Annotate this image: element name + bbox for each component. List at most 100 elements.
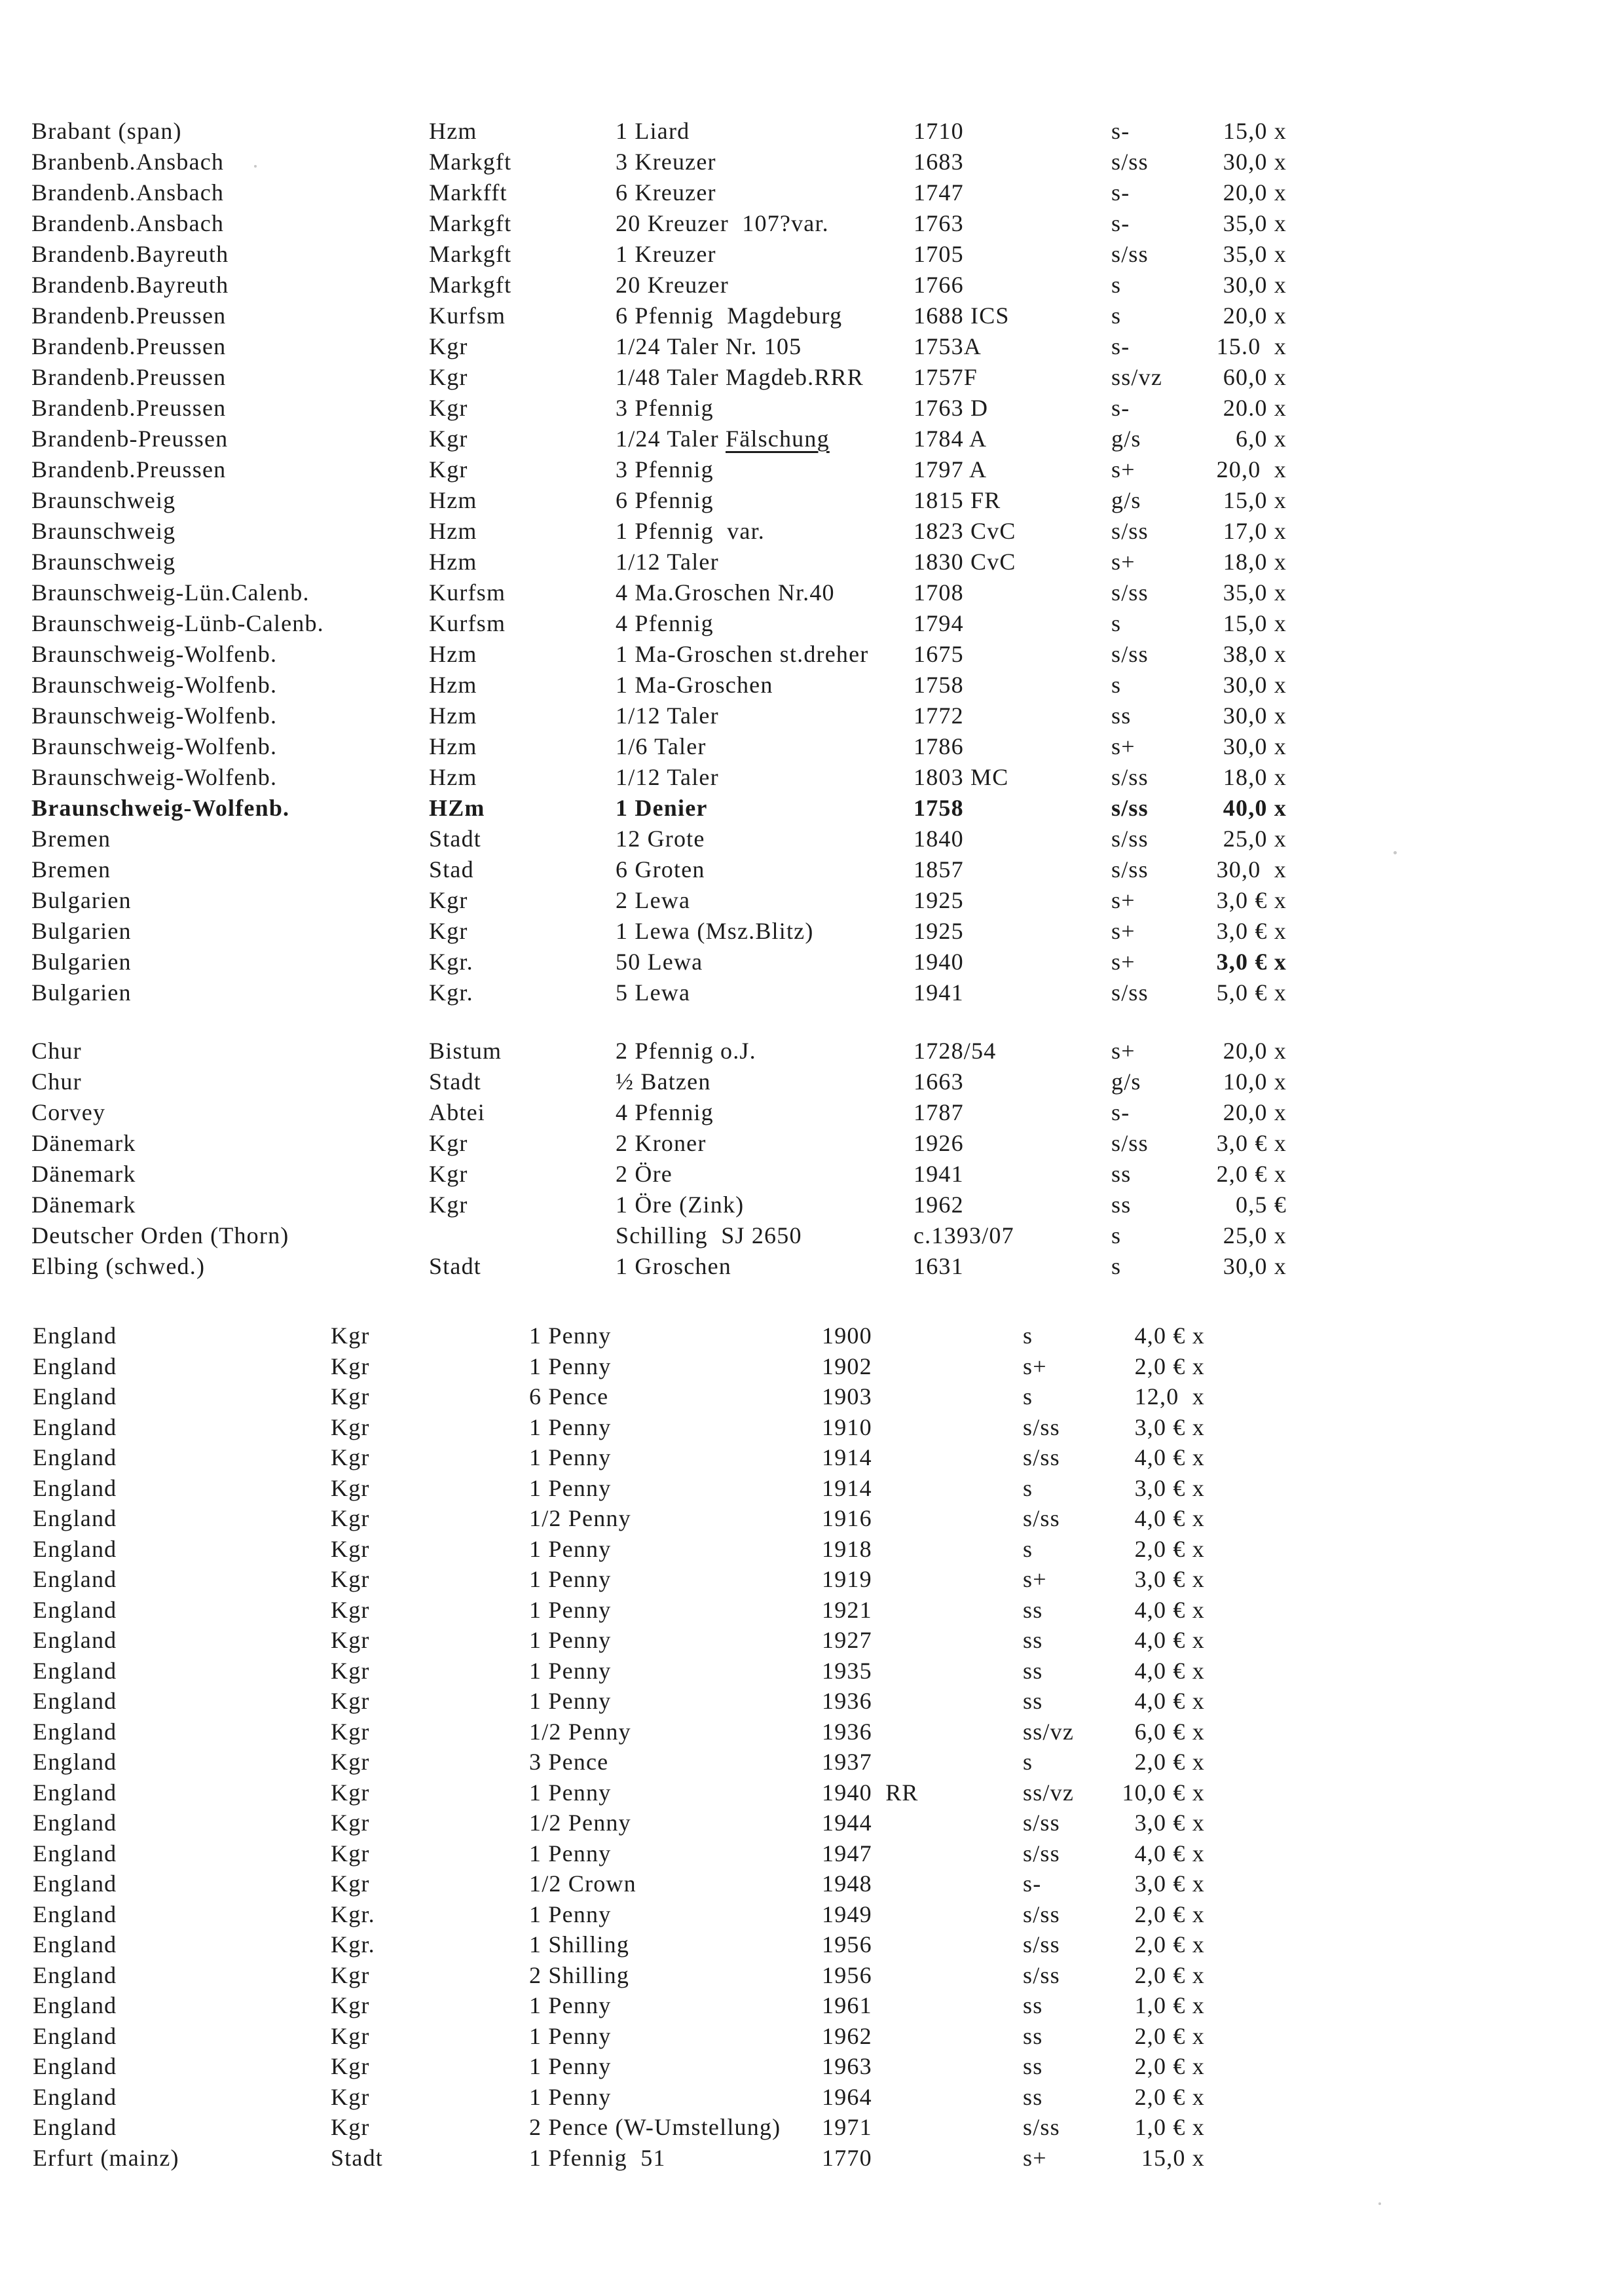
region-cell: Brandenb.Ansbach <box>31 210 225 236</box>
denomination-cell: 1/24 Taler Nr. 105 <box>616 333 802 359</box>
denomination-cell: 3 Kreuzer <box>616 149 716 175</box>
title-cell: Kgr <box>429 1161 468 1187</box>
price-cell: 40,0 x <box>1223 795 1287 821</box>
coin-row: Deutscher Orden (Thorn) Schilling SJ 2650… <box>0 1220 1624 1251</box>
denomination-cell: 6 Pfennig <box>616 487 714 513</box>
condition-cell: s+ <box>1023 1566 1047 1592</box>
coin-row: Braunschweig Hzm 1 Pfennig var. 1823 CvC s/s… <box>0 516 1624 547</box>
title-cell: Abtei <box>429 1099 485 1125</box>
condition-cell: s/ss <box>1023 1901 1060 1927</box>
condition-cell: s <box>1023 1749 1033 1775</box>
title-cell: Kgr <box>429 456 468 483</box>
title-cell: Kgr. <box>429 979 473 1006</box>
price-cell: 4,0 € x <box>1134 1657 1205 1684</box>
condition-cell: ss/vz <box>1111 364 1162 390</box>
title-cell: Hzm <box>429 487 477 513</box>
coin-row: Brandenb.Ansbach Markgft 20 Kreuzer 107?va… <box>0 208 1624 239</box>
year-cell: 1728/54 <box>913 1038 997 1064</box>
region-cell: Bulgarien <box>31 887 132 913</box>
price-cell: 6,0 € x <box>1134 1718 1205 1745</box>
coin-row: England Kgr 1 Penny 1918 s 2,0 € x <box>0 1534 1624 1565</box>
year-cell: 1964 <box>822 2083 872 2110</box>
denomination-cell: 3 Pence <box>529 1749 609 1775</box>
price-cell: 3,0 € x <box>1134 1413 1205 1440</box>
condition-cell: s/ss <box>1111 241 1149 267</box>
coin-row: England Kgr 1 Penny 1900 s 4,0 € x <box>0 1321 1624 1351</box>
title-cell: Kgr <box>331 1505 370 1531</box>
coin-row: England Kgr 1 Penny 1914 s 3,0 € x <box>0 1473 1624 1504</box>
coin-row: Erfurt (mainz) Stadt 1 Pfennig 51 1770 s+ 15,… <box>0 2143 1624 2174</box>
coin-row: Bremen Stad 6 Groten 1857 s/ss 30,0 x <box>0 854 1624 885</box>
year-cell: 1758 <box>913 672 964 698</box>
denomination-cell: 6 Kreuzer <box>616 179 716 206</box>
year-cell: 1925 <box>913 918 964 944</box>
coin-row: Brandenb.Preussen Kgr 3 Pfennig 1763 D s- 20.… <box>0 393 1624 424</box>
condition-cell: ss/vz <box>1023 1718 1074 1745</box>
region-cell: England <box>33 1535 117 1562</box>
denomination-cell: 1 Penny <box>529 1688 612 1714</box>
region-cell: Braunschweig-Wolfenb. <box>31 672 278 698</box>
price-cell: 3,0 € x <box>1216 887 1287 913</box>
price-cell: 30,0 x <box>1223 672 1287 698</box>
title-cell: Kgr <box>331 1627 370 1653</box>
denomination-cell: 1/2 Crown <box>529 1870 637 1897</box>
region-cell: Branbenb.Ansbach <box>31 149 225 175</box>
year-cell: 1787 <box>913 1099 964 1125</box>
coin-row: Braunschweig-Lünb-Calenb. Kurfsm 4 Pfennig… <box>0 608 1624 639</box>
price-cell: 2,0 € x <box>1216 1161 1287 1187</box>
title-cell: Kgr <box>331 1535 370 1562</box>
year-cell: 1784 A <box>913 426 987 452</box>
title-cell: Kgr <box>331 1383 370 1410</box>
price-cell: 10,0 x <box>1223 1068 1287 1095</box>
denomination-cell: 2 Pfennig o.J. <box>616 1038 756 1064</box>
coin-row: Brandenb.Bayreuth Markgft 20 Kreuzer 1766 s 3… <box>0 270 1624 301</box>
price-cell: 25,0 x <box>1223 1222 1287 1248</box>
region-cell: Bulgarien <box>31 949 132 975</box>
condition-cell: s+ <box>1023 2144 1047 2171</box>
condition-cell: s <box>1111 1253 1122 1279</box>
year-cell: 1797 A <box>913 456 987 483</box>
region-cell: England <box>33 1992 117 2018</box>
region-cell: England <box>33 2083 117 2110</box>
denomination-cell: 1 Penny <box>529 1992 612 2018</box>
denomination-cell: 1 Groschen <box>616 1253 731 1279</box>
coin-row: Bulgarien Kgr. 50 Lewa 1940 s+ 3,0 € x <box>0 947 1624 977</box>
denomination-cell: 1 Penny <box>529 1444 612 1470</box>
region-cell: England <box>33 1718 117 1745</box>
condition-cell: s- <box>1111 1099 1130 1125</box>
coin-row: Bulgarien Kgr 1 Lewa (Msz.Blitz) 1925 s+ 3,0 … <box>0 916 1624 947</box>
price-cell: 4,0 € x <box>1134 1322 1205 1349</box>
year-cell: 1926 <box>913 1130 964 1156</box>
region-cell: England <box>33 1413 117 1440</box>
price-cell: 2,0 € x <box>1134 1353 1205 1379</box>
price-cell: 60,0 x <box>1223 364 1287 390</box>
condition-cell: s/ss <box>1111 979 1149 1006</box>
price-cell: 30,0 x <box>1223 272 1287 298</box>
year-cell: 1937 <box>822 1749 872 1775</box>
coin-row: Braunschweig-Wolfenb. Hzm 1/12 Taler 1803 M… <box>0 762 1624 793</box>
condition-cell: s <box>1023 1322 1033 1349</box>
year-cell: 1830 CvC <box>913 549 1016 575</box>
condition-cell: s/ss <box>1111 518 1149 544</box>
denomination-cell: 3 Pfennig <box>616 395 714 421</box>
coin-row: England Kgr 1 Penny 1961 ss 1,0 € x <box>0 1990 1624 2021</box>
year-cell: 1900 <box>822 1322 872 1349</box>
title-cell: Kgr <box>331 1322 370 1349</box>
year-cell: 1956 <box>822 1961 872 1988</box>
denomination-cell: 2 Shilling <box>529 1961 630 1988</box>
condition-cell: s/ss <box>1023 1931 1060 1958</box>
year-cell: 1910 <box>822 1413 872 1440</box>
region-cell: Deutscher Orden (Thorn) <box>31 1222 289 1248</box>
denomination-cell: 1 Penny <box>529 1596 612 1623</box>
denomination-cell: 1 Ma-Groschen <box>616 672 773 698</box>
price-cell: 30,0 x <box>1223 1253 1287 1279</box>
region-cell: England <box>33 1383 117 1410</box>
condition-cell: s <box>1023 1474 1033 1501</box>
denomination-cell: 12 Grote <box>616 826 705 852</box>
coin-row: Brandenb.Preussen Kgr 1/24 Taler Nr. 105 17… <box>0 331 1624 362</box>
condition-cell: ss <box>1023 1992 1043 2018</box>
condition-cell: s+ <box>1111 949 1135 975</box>
region-cell: England <box>33 1810 117 1836</box>
price-cell: 3,0 € x <box>1134 1810 1205 1836</box>
title-cell: Hzm <box>429 549 477 575</box>
